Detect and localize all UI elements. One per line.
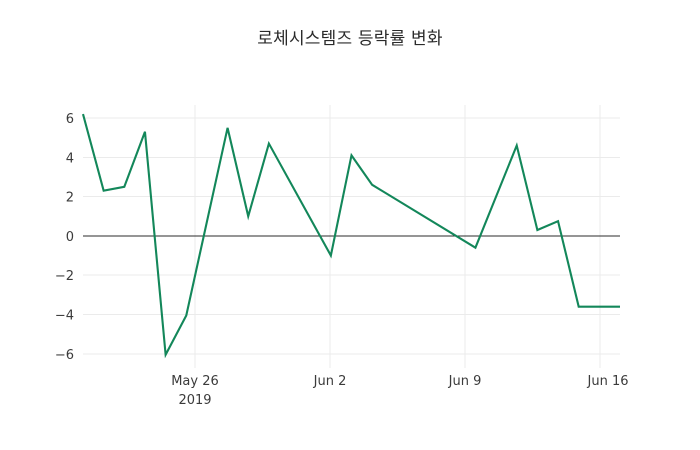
x-tick-jun2: Jun 2	[313, 374, 347, 389]
x-axis-tick-labels: May 26 2019 Jun 2 Jun 9 Jun 16	[171, 374, 628, 408]
y-tick-4: 4	[66, 151, 74, 166]
data-series-line	[81, 113, 620, 359]
vertical-gridlines	[194, 105, 601, 368]
y-tick-neg4: −4	[55, 309, 74, 324]
x-tick-jun9: Jun 9	[448, 374, 482, 389]
y-tick-neg2: −2	[55, 269, 74, 284]
x-tick-may26: May 26	[171, 374, 219, 389]
y-tick-6: 6	[66, 112, 74, 127]
y-tick-2: 2	[66, 191, 74, 206]
chart-title: 로체시스템즈 등락률 변화	[257, 29, 443, 49]
y-tick-0: 0	[66, 230, 74, 245]
x-tick-jun16: Jun 16	[587, 374, 629, 389]
y-tick-neg6: −6	[55, 348, 74, 363]
x-tick-may26-year: 2019	[178, 393, 211, 408]
y-axis-tick-labels: 6 4 2 0 −2 −4 −6	[55, 112, 74, 363]
